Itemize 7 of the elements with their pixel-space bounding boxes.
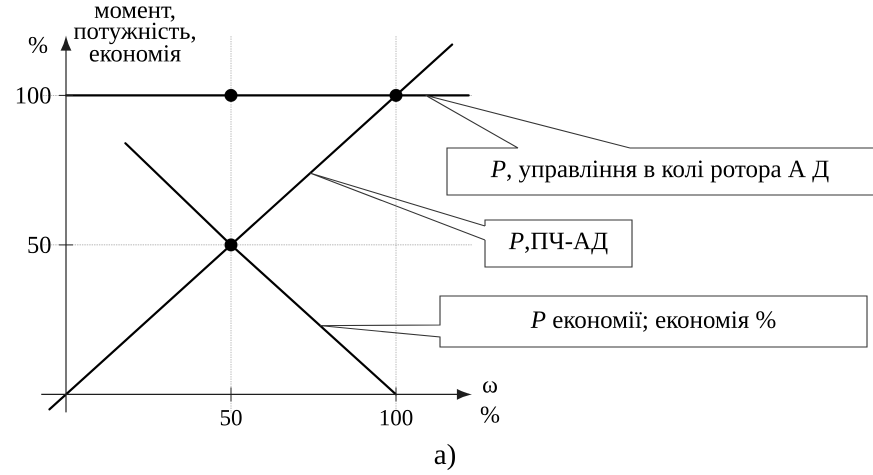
- annotation: P,ПЧ-АД: [508, 232, 608, 254]
- annotation: %: [28, 36, 48, 54]
- x-axis-title: ω %: [480, 381, 500, 423]
- annotation: P, управління в колі ротора А Д: [490, 160, 829, 182]
- y-axis-title: момент, потужність, економія: [74, 6, 196, 62]
- annotation: P економії; економія %: [530, 311, 776, 332]
- text: а): [434, 444, 455, 470]
